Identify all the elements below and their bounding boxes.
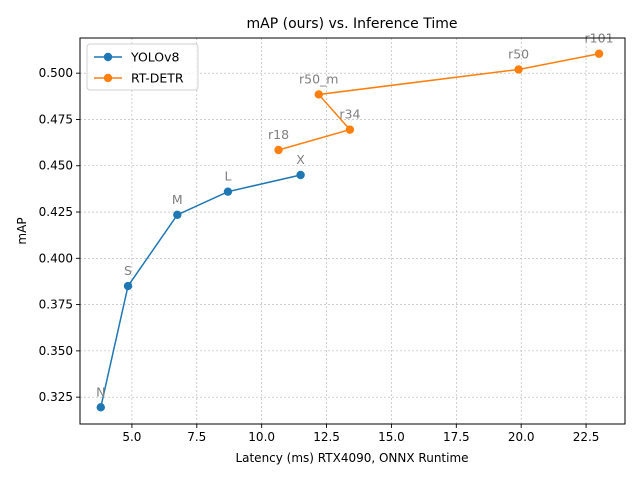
data-point [314, 90, 323, 99]
point-label: X [296, 152, 305, 167]
y-tick-label: 0.500 [39, 66, 73, 80]
data-point [173, 210, 182, 220]
y-tick-label: 0.450 [39, 159, 73, 173]
point-label: L [224, 169, 231, 184]
y-tick-label: 0.375 [39, 298, 73, 312]
point-label: S [124, 263, 132, 278]
x-tick-label: 5.0 [122, 430, 141, 444]
y-tick-label: 0.400 [39, 251, 73, 265]
data-point [123, 281, 133, 291]
y-tick-label: 0.350 [39, 344, 73, 358]
x-tick-label: 22.5 [573, 430, 600, 444]
x-tick-label: 10.0 [248, 430, 275, 444]
x-axis-label: Latency (ms) RTX4090, ONNX Runtime [235, 451, 468, 465]
x-tick-label: 20.0 [508, 430, 535, 444]
legend-label: YOLOv8 [130, 50, 180, 65]
data-point [274, 145, 283, 155]
y-tick-label: 0.325 [39, 390, 73, 404]
legend-marker [103, 52, 113, 62]
y-tick-label: 0.475 [39, 112, 73, 126]
legend-label: RT-DETR [131, 71, 184, 86]
point-label: r50_m [299, 71, 338, 86]
axis-layer: 5.0 7.5 10.0 12.5 15.0 17.5 20.0 22.5 0.325 0.350… [39, 66, 600, 444]
x-tick-label: 12.5 [313, 430, 340, 444]
point-label: r34 [339, 107, 360, 122]
legend: YOLOv8 RT-DETR [86, 43, 199, 91]
data-point [296, 170, 305, 180]
grid-lines [80, 38, 625, 424]
data-point [96, 403, 105, 412]
series-layer [96, 49, 604, 412]
legend-marker [103, 73, 113, 83]
point-label: N [96, 384, 105, 399]
x-tick-label: 15.0 [378, 430, 405, 444]
y-tick-label: 0.425 [39, 205, 73, 219]
x-tick-label: 7.5 [187, 430, 206, 444]
data-point [514, 65, 523, 74]
point-label: r18 [268, 127, 289, 142]
y-axis-label: mAP [15, 217, 29, 244]
plot-frame [79, 37, 626, 425]
x-tick-label: 17.5 [443, 430, 470, 444]
point-label: M [172, 192, 183, 207]
data-point [594, 49, 604, 58]
chart-title: mAP (ours) vs. Inference Time [247, 16, 458, 32]
data-point [345, 125, 355, 134]
data-point [223, 187, 233, 196]
point-label: r50 [508, 46, 529, 61]
